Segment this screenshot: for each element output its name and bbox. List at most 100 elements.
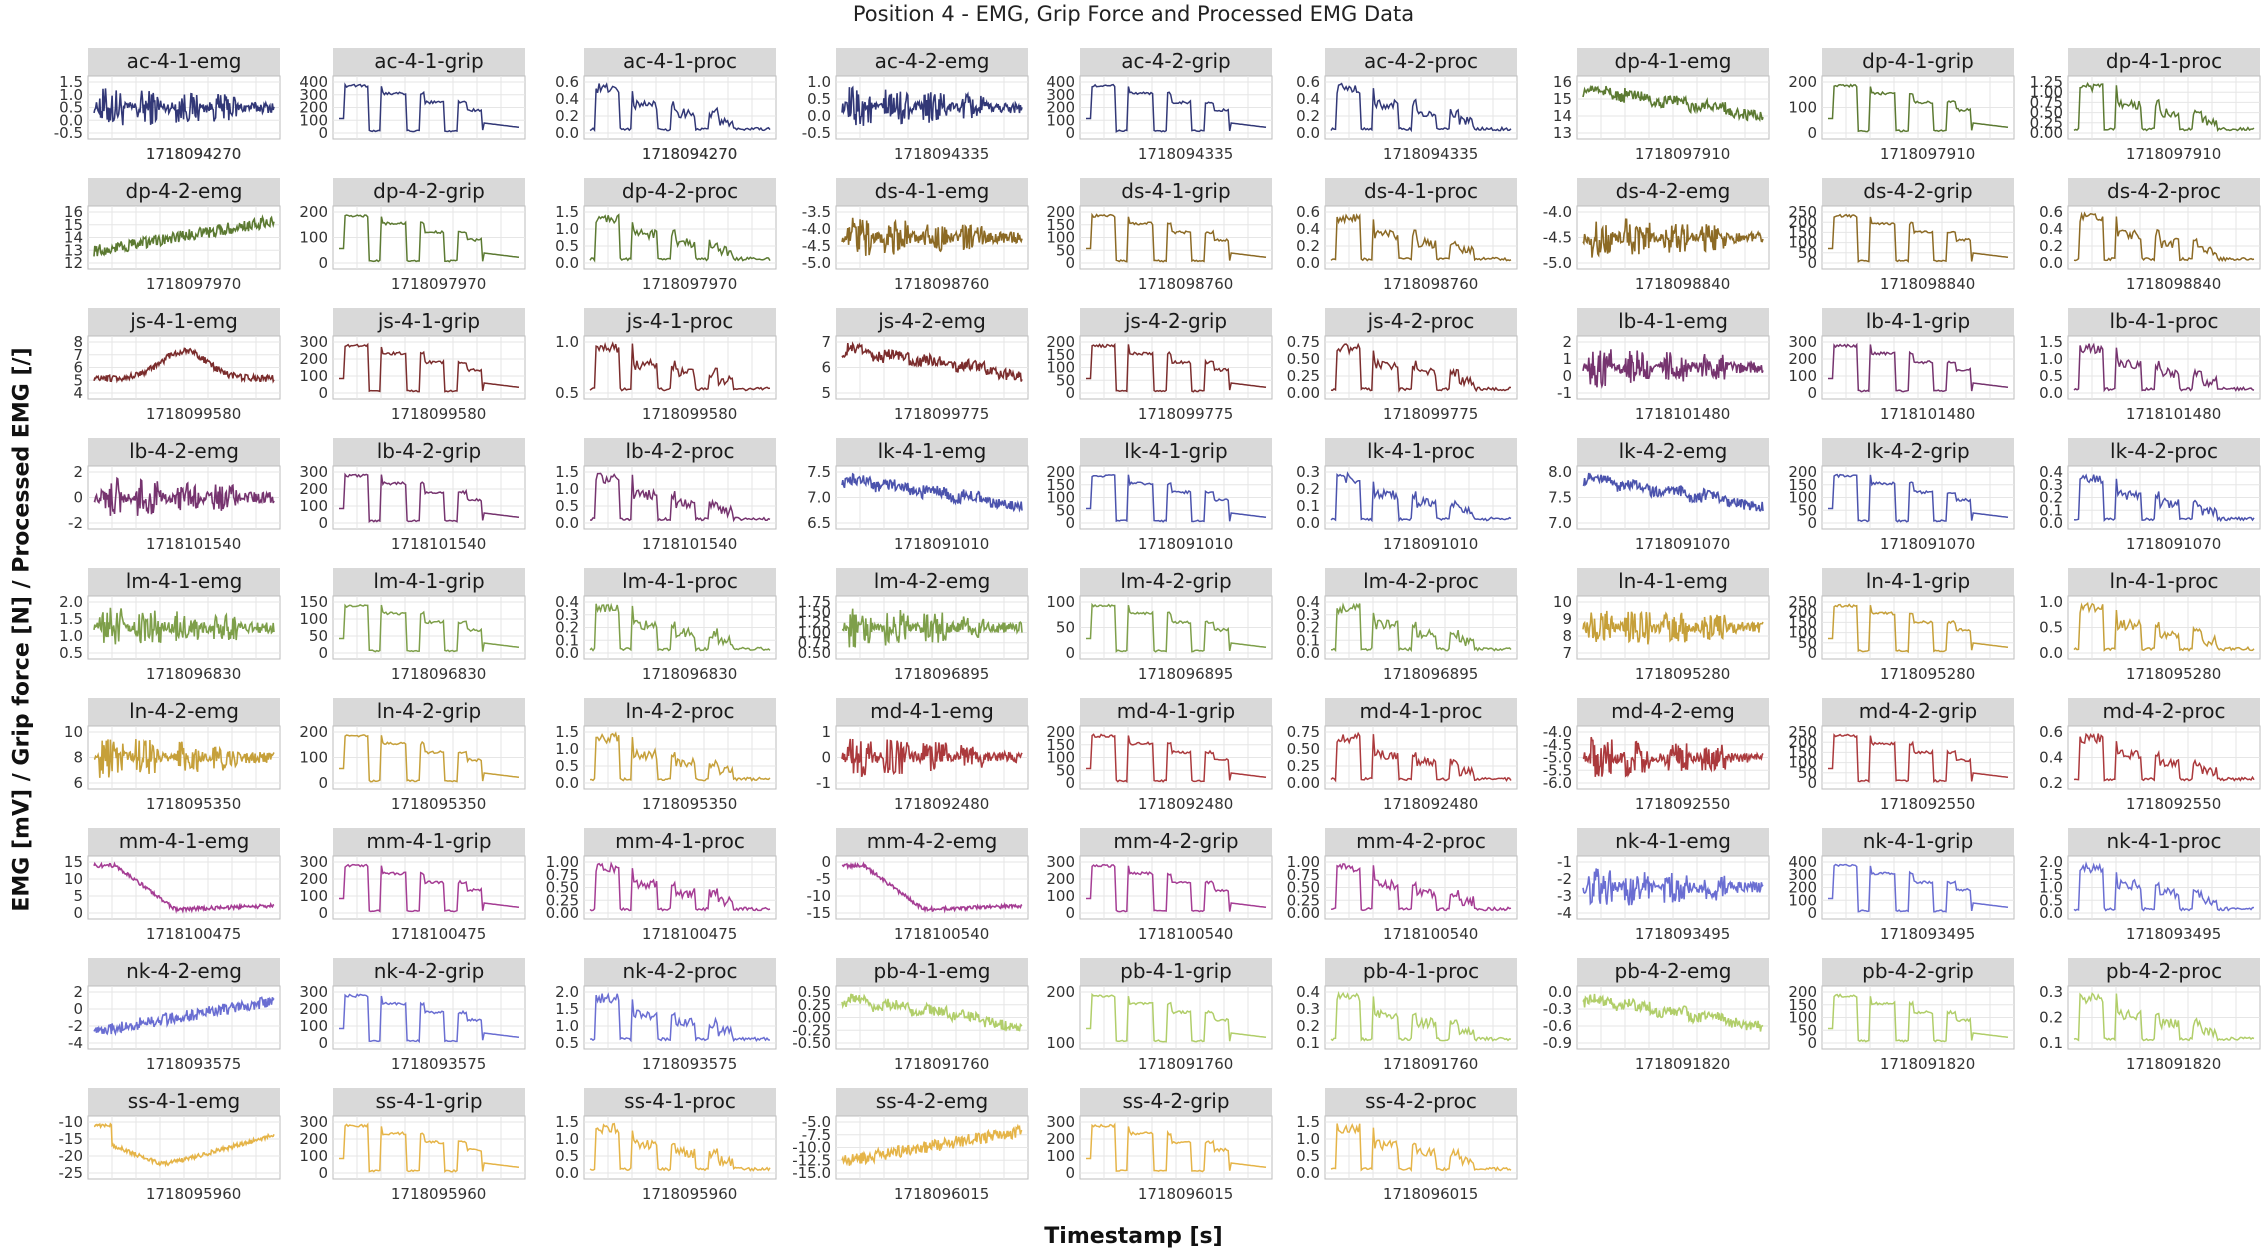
x-tick-label: 1718096015 (1138, 1185, 1233, 1203)
series-line (589, 82, 771, 133)
y-tick-label: 100 (1046, 1034, 1075, 1052)
y-tick-label: 0.50 (546, 879, 579, 897)
y-tick-label: 50 (1798, 1021, 1817, 1039)
x-tick-label: 1718091820 (2126, 1055, 2221, 1073)
x-tick-label: 1718096895 (1138, 665, 1233, 683)
facet-pb-4-1-proc: pb-4-1-proc 0.40.30.20.1 1718091760 (1296, 958, 1518, 1073)
series-line (2073, 81, 2255, 132)
y-tick-label: 100 (299, 610, 328, 628)
series-line (1828, 993, 2009, 1043)
y-tick-label: 150 (1788, 476, 1817, 494)
facet-title: ss-4-2-emg (876, 1089, 988, 1113)
facet-nk-4-1-proc: nk-4-1-proc 2.01.51.00.50.0 1718093495 (2039, 828, 2261, 943)
facet-strip (584, 698, 776, 726)
y-tick-label: 7.0 (807, 489, 831, 507)
y-tick-label: 0.0 (807, 107, 831, 125)
series-line (1330, 863, 1512, 912)
x-tick-label: 1718094270 (642, 145, 737, 163)
facet-nk-4-2-proc: nk-4-2-proc 2.01.51.00.5 1718093575 (555, 958, 777, 1073)
y-tick-label: 0.5 (2039, 367, 2063, 385)
y-tick-label: 0 (318, 124, 328, 142)
y-tick-label: 2 (73, 983, 83, 1001)
y-axis-label: EMG [mV] / Grip force [N] / Processed EM… (9, 347, 35, 912)
facet-md-4-1-proc: md-4-1-proc 0.750.500.250.00 1718092480 (1287, 698, 1518, 813)
x-tick-label: 1718091010 (1138, 535, 1233, 553)
facet-ln-4-2-proc: ln-4-2-proc 1.51.00.50.0 1718095350 (555, 698, 777, 813)
y-tick-label: 0.2 (1296, 1017, 1320, 1035)
y-tick-label: 0.3 (1296, 463, 1320, 481)
y-tick-label: 0.0 (1296, 254, 1320, 272)
facet-title: ss-4-1-proc (624, 1089, 736, 1113)
y-tick-label: 0.0 (2039, 514, 2063, 532)
facet-title: lb-4-2-grip (377, 439, 482, 463)
y-tick-label: -0.25 (792, 1021, 831, 1039)
y-tick-label: 1.0 (59, 627, 83, 645)
y-tick-label: 200 (1046, 203, 1075, 221)
series-line (1330, 82, 1512, 133)
y-tick-label: 300 (299, 1113, 328, 1131)
facet-strip (1822, 178, 2014, 206)
series-line (339, 603, 520, 653)
y-tick-label: 7 (821, 333, 831, 351)
series-line (841, 1123, 1023, 1167)
y-tick-label: 100 (299, 497, 328, 515)
y-tick-label: 250 (1788, 723, 1817, 741)
y-tick-label: 0.4 (1296, 983, 1320, 1001)
y-tick-label: 50 (1056, 619, 1075, 637)
x-tick-label: 1718091820 (1635, 1055, 1730, 1073)
y-tick-label: 250 (1788, 593, 1817, 611)
series-line (1828, 213, 2009, 263)
facet-title: lm-4-2-grip (1120, 569, 1231, 593)
y-tick-label: 15 (64, 216, 83, 234)
y-tick-label: 100 (1046, 749, 1075, 767)
y-tick-label: 1.5 (555, 723, 579, 741)
series-line (841, 993, 1023, 1032)
x-tick-label: 1718097910 (2126, 145, 2221, 163)
facet-md-4-1-emg: md-4-1-emg 1 0 -1 1718092480 (816, 698, 1029, 813)
y-tick-label: 0.0 (555, 1164, 579, 1182)
y-tick-label: 200 (1788, 733, 1817, 751)
y-tick-label: 0.5 (59, 644, 83, 662)
facet-nk-4-1-emg: nk-4-1-emg -1-2-3-4 1718093495 (1557, 828, 1770, 943)
y-tick-label: 200 (1788, 983, 1817, 1001)
facet-pb-4-1-emg: pb-4-1-emg 0.500.250.00-0.25-0.50 17180917… (792, 958, 1029, 1073)
y-tick-label: 50 (1056, 761, 1075, 779)
y-tick-label: 1.00 (546, 853, 579, 871)
facet-lk-4-1-proc: lk-4-1-proc 0.30.20.10.0 1718091010 (1296, 438, 1518, 553)
y-tick-label: 100 (299, 229, 328, 247)
y-tick-label: 200 (1788, 603, 1817, 621)
series-line (1330, 1122, 1512, 1173)
facet-title: js-4-1-proc (626, 309, 734, 333)
facet-strip (836, 308, 1028, 336)
facet-title: mm-4-2-emg (867, 829, 998, 853)
y-tick-label: 5 (73, 371, 83, 389)
facet-title: lk-4-1-proc (1367, 439, 1475, 463)
facet-lm-4-2-grip: lm-4-2-grip 100 50 0 1718096895 (1046, 568, 1273, 683)
y-tick-label: 0 (1807, 1034, 1817, 1052)
y-tick-label: -15 (59, 1130, 84, 1148)
y-tick-label: 200 (1046, 723, 1075, 741)
y-tick-label: 0 (821, 749, 831, 767)
facet-pb-4-2-emg: pb-4-2-emg 0.0-0.3-0.6-0.9 1718091820 (1543, 958, 1770, 1073)
facet-ac-4-1-proc: ac-4-1-proc0.60.40.20.017180942701718094… (555, 48, 777, 163)
y-tick-label: 8 (73, 749, 83, 767)
facet-title: lm-4-1-emg (126, 569, 243, 593)
y-tick-label: 100 (1046, 229, 1075, 247)
y-tick-label: 1.5 (555, 1000, 579, 1018)
facet-title: ds-4-2-emg (1616, 179, 1731, 203)
x-tick-label: 1718101480 (1635, 405, 1730, 423)
y-tick-label: 0.75 (798, 634, 831, 652)
y-tick-label: 1.5 (2039, 333, 2063, 351)
y-tick-label: 0.5 (59, 99, 83, 117)
x-tick-label: 1718096830 (642, 665, 737, 683)
x-tick-label: 1718101540 (391, 535, 486, 553)
facet-strip (584, 438, 776, 466)
y-tick-label: -7.5 (802, 1126, 831, 1144)
